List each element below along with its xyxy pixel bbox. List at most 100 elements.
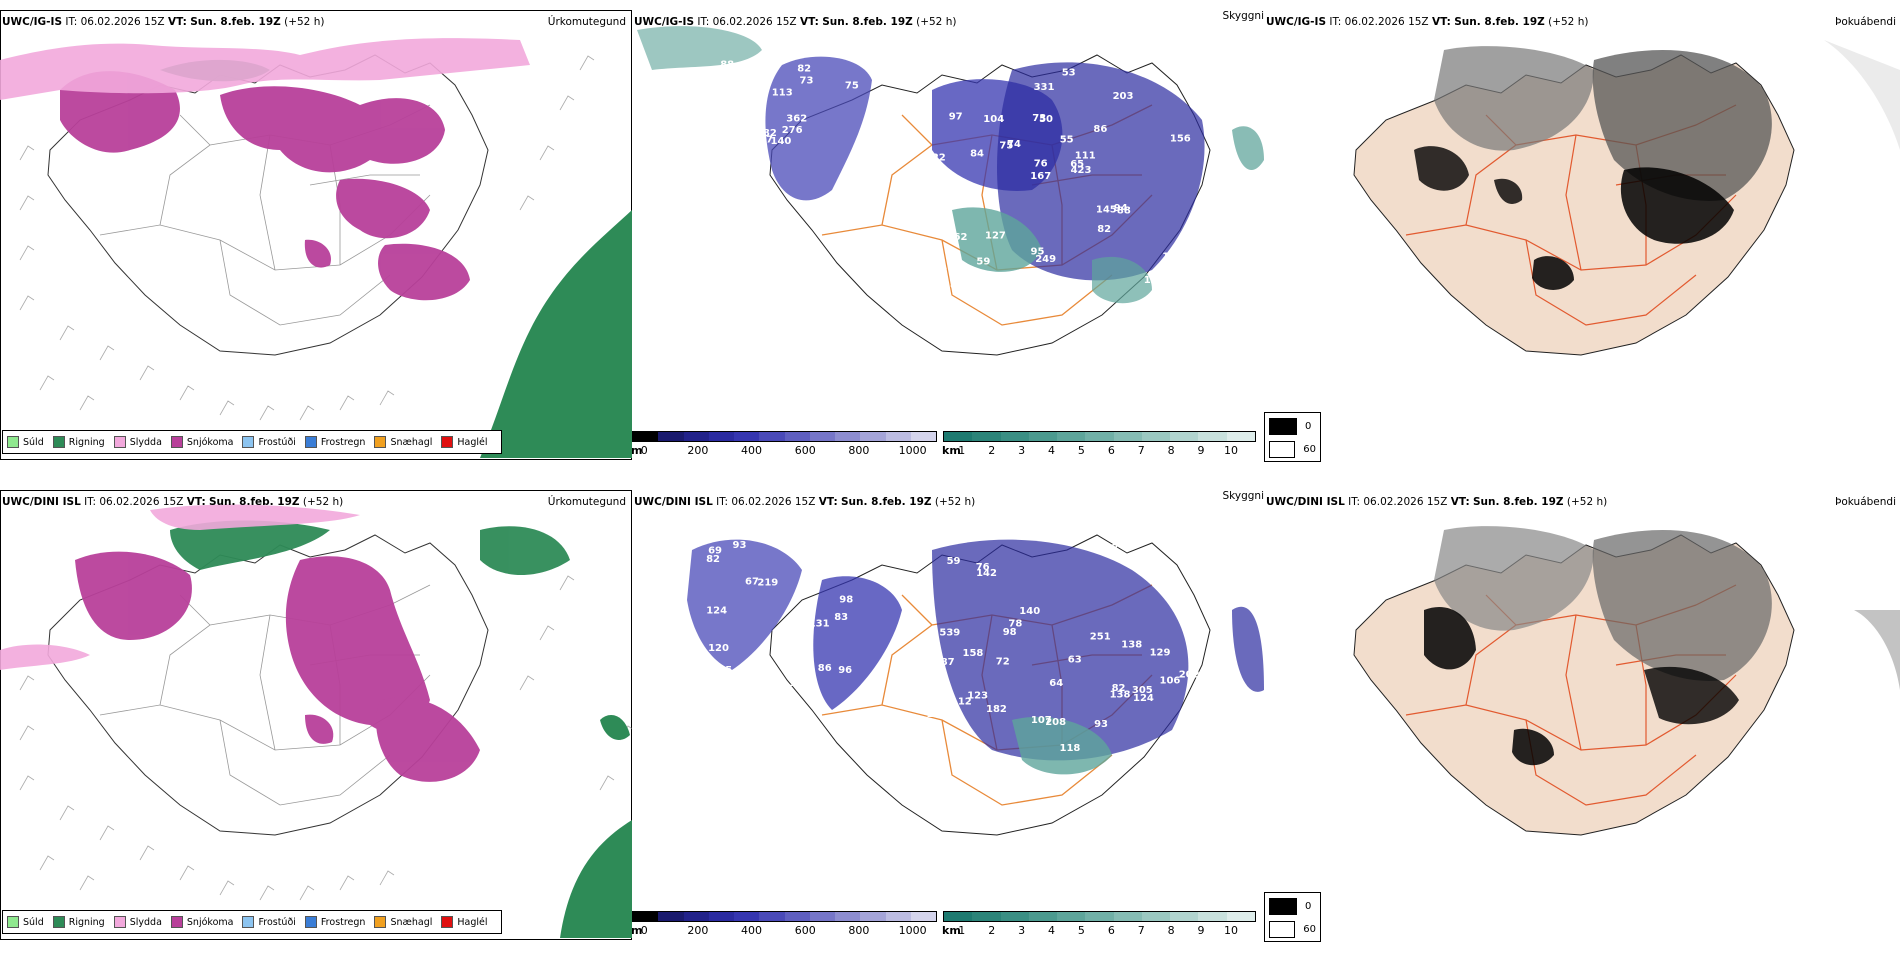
it-value: 06.02.2026 15Z (80, 16, 165, 28)
visibility-value-label: 75 (845, 80, 859, 91)
legend-swatch (113, 436, 126, 448)
visibility-value-label: 76 (1034, 159, 1048, 170)
visibility-value-label: 124 (706, 605, 727, 616)
panel-header: UWC/DINI ISL IT: 06.02.2026 15Z VT: Sun.… (1266, 496, 1607, 508)
it-prefix: IT: (65, 16, 78, 28)
visibility-labels-bottom: 131 83 145 93 219 86 120 72 67 38 82 124 69 96 93 98 64 6… (706, 540, 1200, 761)
visibility-value-label: 82 (1097, 224, 1111, 235)
legend-swatch (374, 436, 387, 448)
visibility-value-label: 539 (939, 628, 960, 639)
visibility-value-label: 142 (976, 568, 997, 579)
colorbar-swatch (1028, 912, 1058, 921)
it-prefix: IT: (1329, 16, 1342, 28)
visibility-value-label: 64 (1049, 678, 1063, 689)
fog-legend-row: 60 (1269, 919, 1316, 939)
colorbar-tick-label: 400 (741, 444, 763, 457)
visibility-value-label: 68 (934, 266, 948, 277)
colorbar-tick-label: 200 (687, 924, 709, 937)
legend-swatch (304, 916, 317, 928)
visibility-value-label: 81 (1150, 750, 1164, 761)
vt-prefix: VT: (799, 16, 819, 28)
visibility-value-label: 72 (996, 656, 1010, 667)
visibility-unit: km (942, 444, 961, 457)
visibility-value-label: 182 (986, 704, 1007, 715)
visibility-value-label: 59 (976, 257, 990, 268)
colorbar-swatch (759, 432, 785, 441)
colorbar-swatch (708, 432, 734, 441)
colorbar-swatch (633, 432, 659, 441)
visibility-value-label: 87 (941, 657, 955, 668)
visibility-value-label: 97 (949, 111, 963, 122)
legend-item: Haglél (441, 436, 488, 448)
vt-prefix: VT: (818, 496, 838, 508)
visibility-value-label: 120 (708, 643, 729, 654)
colorbar-tick-label: 5 (1077, 444, 1085, 457)
colorbar-tick-label: 3 (1018, 444, 1026, 457)
colorbar-swatch (972, 912, 1001, 921)
visibility-value-label: 83 (834, 612, 848, 623)
visibility-value-label: 54 (958, 279, 972, 290)
visibility-value-label: 63 (1068, 654, 1082, 665)
visibility-value-label: 62 (954, 232, 968, 243)
colorbar-swatch (885, 912, 911, 921)
legend-item: Snjókoma (170, 436, 233, 448)
colorbar-tick-label: 800 (848, 924, 870, 937)
model-name: UWC/DINI ISL (2, 496, 81, 508)
sleet-area (0, 38, 530, 100)
legend-label: Snæhagl (390, 436, 433, 448)
colorbar-swatch (1170, 912, 1199, 921)
visibility-value-label: 74 (1007, 139, 1021, 150)
legend-label: Súld (23, 916, 44, 928)
model-name: UWC/IG-IS (2, 16, 63, 28)
visibility-value-label: 123 (967, 690, 988, 701)
visibility-value-label: 145 (1096, 204, 1117, 215)
colorbar-tick-label: 0 (640, 924, 648, 937)
visibility-colorbar: 1 2 3 4 5 6 7 8 9 10 km (942, 911, 1256, 941)
it-prefix: IT: (697, 16, 710, 28)
legend-label: Slydda (129, 916, 162, 928)
visibility-value-label: 107 (1031, 715, 1052, 726)
lead-time: (+52 h) (934, 496, 976, 508)
visibility-value-label: 78 (1008, 619, 1022, 630)
height-colorbar-swatches (632, 911, 937, 922)
panel-header: UWC/DINI ISL IT: 06.02.2026 15Z VT: Sun.… (2, 496, 343, 508)
colorbar-tick-label: 8 (1167, 444, 1175, 457)
visibility-value-label: 305 (1132, 685, 1153, 696)
panel-title: Þokuábendi (1835, 496, 1896, 508)
visibility-value-label: 131 (809, 618, 830, 629)
panel-header: UWC/IG-IS IT: 06.02.2026 15Z VT: Sun. 8.… (1266, 16, 1588, 28)
fog-legend-row: 60 (1269, 439, 1316, 459)
visibility-value-label: 127 (985, 231, 1006, 242)
colorbar-swatch (835, 432, 861, 441)
legend-swatch (7, 916, 19, 928)
height-colorbar: 0 200 400 600 800 1000 m (632, 911, 937, 941)
colorbar-swatch (1198, 432, 1227, 441)
visibility-panel-top: 140 114 82 169 362 23 82 113 73 276 88 60 26 75 87 86 54… (632, 10, 1264, 473)
vt-value: Sun. 8.feb. 19Z (209, 496, 300, 508)
visibility-value-label: 82 (1112, 683, 1126, 694)
colorbar-swatch (1226, 432, 1255, 441)
map-frame (0, 490, 632, 940)
visibility-value-label: 158 (963, 648, 984, 659)
it-prefix: IT: (716, 496, 729, 508)
height-unit: m (632, 924, 643, 937)
visibility-value-label: 140 (1019, 606, 1040, 617)
visibility-value-label: 75 (999, 141, 1013, 152)
vt-value: Sun. 8.feb. 19Z (1473, 496, 1564, 508)
legend-swatch (170, 916, 183, 928)
colorbar-swatch (759, 912, 785, 921)
visibility-value-label: 55 (1060, 135, 1074, 146)
colorbar-swatch (910, 432, 936, 441)
legend-label: Slydda (129, 436, 162, 448)
fog-legend-row: 0 (1269, 896, 1316, 916)
legend-item: Frostregn (304, 436, 365, 448)
colorbar-tick-label: 4 (1048, 924, 1055, 937)
visibility-value-label: 145 (711, 665, 732, 676)
fog-swatch (1269, 440, 1296, 458)
colorbar-tick-label: 3 (1018, 924, 1026, 937)
colorbar-swatch (1198, 912, 1227, 921)
colorbar-swatch (1113, 912, 1142, 921)
colorbar-swatch (910, 912, 936, 921)
visibility-value-label: 251 (1090, 631, 1111, 642)
visibility-value-label: 53 (1062, 67, 1076, 78)
